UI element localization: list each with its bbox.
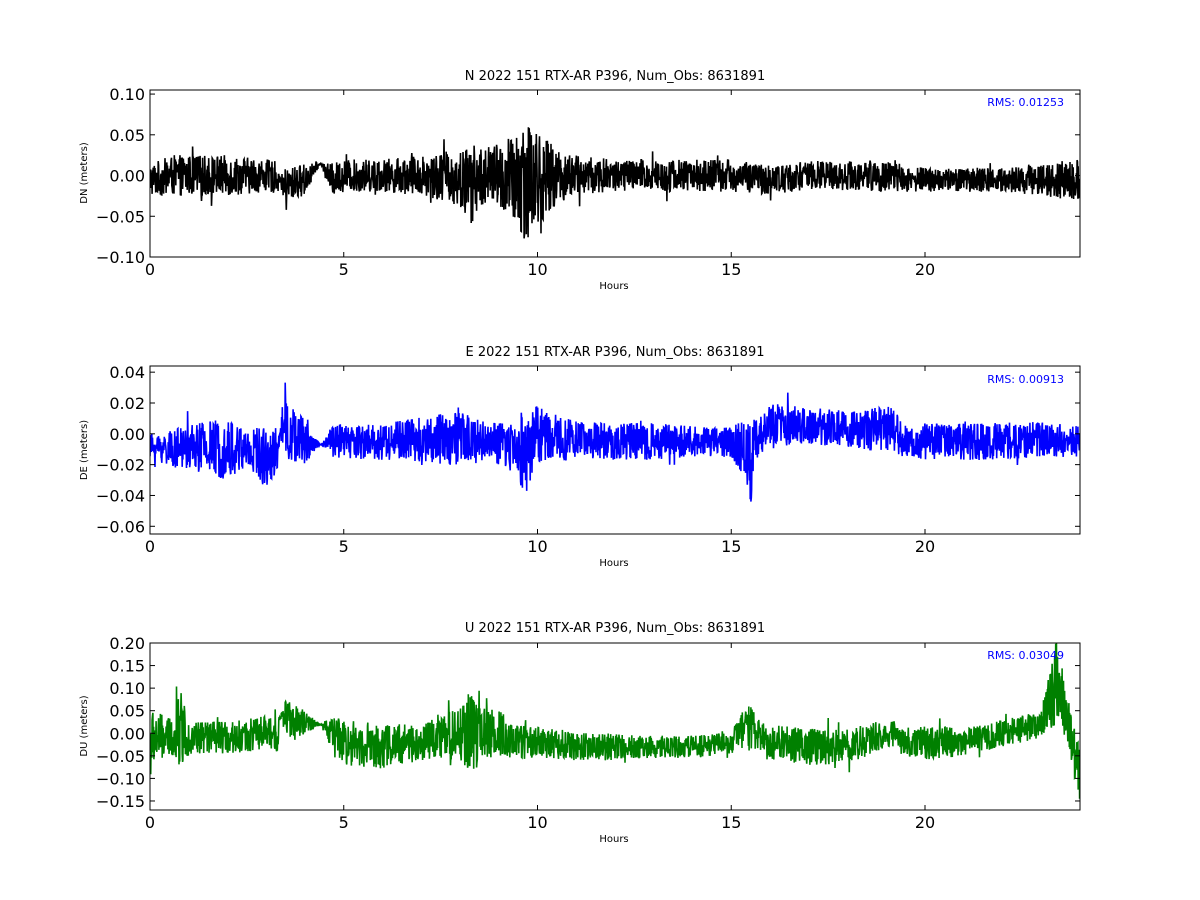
east-y-tick-label: −0.02 bbox=[96, 456, 145, 475]
east-y-tick-label: 0.00 bbox=[109, 425, 145, 444]
up-y-tick-label: 0.10 bbox=[109, 679, 145, 698]
up-y-tick-label: −0.05 bbox=[96, 747, 145, 766]
up-x-tick-label: 0 bbox=[145, 813, 155, 832]
north-data-line bbox=[150, 127, 1080, 239]
east-data-line bbox=[150, 382, 1080, 502]
north-y-tick-label: −0.10 bbox=[96, 248, 145, 267]
up-y-tick-label: 0.05 bbox=[109, 702, 145, 721]
north-axes-frame bbox=[149, 89, 1081, 258]
east-rms-annotation: RMS: 0.00913 bbox=[987, 373, 1064, 386]
up-x-tick-label: 20 bbox=[915, 813, 935, 832]
north-y-tick-label: 0.05 bbox=[109, 126, 145, 145]
up-y-tick-label: −0.15 bbox=[96, 792, 145, 811]
east-y-axis-label: DE (meters) bbox=[79, 420, 90, 480]
east-panel-title: E 2022 151 RTX-AR P396, Num_Obs: 8631891 bbox=[466, 345, 765, 360]
up-axes-frame bbox=[149, 642, 1081, 811]
north-y-axis-label: DN (meters) bbox=[79, 142, 90, 204]
up-panel-title: U 2022 151 RTX-AR P396, Num_Obs: 8631891 bbox=[465, 621, 765, 636]
east-y-tick-label: 0.04 bbox=[109, 363, 145, 382]
up-x-axis-label: Hours bbox=[599, 834, 628, 845]
north-y-tick-label: 0.00 bbox=[109, 167, 145, 186]
east-x-tick-label: 0 bbox=[145, 537, 155, 556]
east-y-tick-label: −0.04 bbox=[96, 486, 145, 505]
up-x-tick-label: 10 bbox=[527, 813, 547, 832]
north-panel-title: N 2022 151 RTX-AR P396, Num_Obs: 8631891 bbox=[465, 69, 765, 84]
east-x-tick-label: 10 bbox=[527, 537, 547, 556]
east-axes-frame bbox=[149, 365, 1081, 535]
north-x-tick-label: 5 bbox=[339, 260, 349, 279]
up-y-tick-label: 0.15 bbox=[109, 657, 145, 676]
north-x-tick-label: 20 bbox=[915, 260, 935, 279]
up-data-line bbox=[150, 643, 1080, 799]
north-panel: N 2022 151 RTX-AR P396, Num_Obs: 8631891… bbox=[79, 69, 1081, 292]
up-rms-annotation: RMS: 0.03049 bbox=[987, 649, 1064, 662]
up-y-axis-label: DU (meters) bbox=[79, 695, 90, 756]
east-x-tick-label: 5 bbox=[339, 537, 349, 556]
up-y-tick-label: 0.00 bbox=[109, 724, 145, 743]
up-y-tick-label: 0.20 bbox=[109, 634, 145, 653]
up-y-tick-label: −0.10 bbox=[96, 769, 145, 788]
east-x-tick-label: 15 bbox=[721, 537, 741, 556]
east-y-tick-label: 0.02 bbox=[109, 394, 145, 413]
east-x-axis-label: Hours bbox=[599, 558, 628, 569]
north-x-axis-label: Hours bbox=[599, 281, 628, 292]
east-x-tick-label: 20 bbox=[915, 537, 935, 556]
north-rms-annotation: RMS: 0.01253 bbox=[987, 96, 1064, 109]
north-x-tick-label: 0 bbox=[145, 260, 155, 279]
north-y-tick-label: −0.05 bbox=[96, 207, 145, 226]
east-y-tick-label: −0.06 bbox=[96, 517, 145, 536]
north-x-tick-label: 10 bbox=[527, 260, 547, 279]
north-y-tick-label: 0.10 bbox=[109, 85, 145, 104]
up-x-tick-label: 5 bbox=[339, 813, 349, 832]
up-panel: U 2022 151 RTX-AR P396, Num_Obs: 8631891… bbox=[79, 621, 1081, 845]
north-x-tick-label: 15 bbox=[721, 260, 741, 279]
east-panel: E 2022 151 RTX-AR P396, Num_Obs: 8631891… bbox=[79, 345, 1081, 569]
up-x-tick-label: 15 bbox=[721, 813, 741, 832]
